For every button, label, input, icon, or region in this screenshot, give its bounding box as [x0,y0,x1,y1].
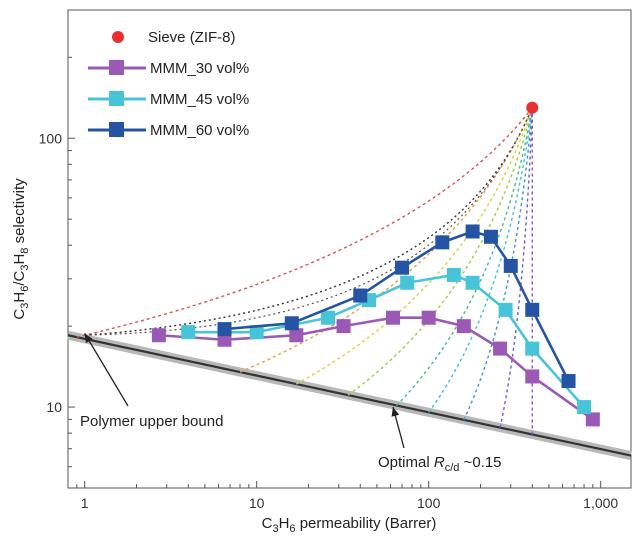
data-point [284,316,299,331]
annotation-upper-bound: Polymer upper bound [80,333,223,430]
data-point [456,319,471,334]
legend-marker-mmm60 [109,122,124,137]
tie-line [499,107,533,428]
data-point [353,288,368,303]
data-point [385,310,400,325]
data-point [493,341,508,356]
annotation-optimal-arrowhead [391,407,400,417]
data-point [249,325,264,340]
x-axis-label: C3H6 permeability (Barrer) [262,515,437,535]
legend-label-mmm45: MMM_45 vol% [150,91,249,108]
data-point [151,328,166,343]
data-point [321,310,336,325]
tie-lines-layer [76,107,533,435]
upper-bound-line [67,334,632,457]
y-tick-label: 10 [46,399,62,415]
x-tick-label: 10 [249,495,265,511]
data-point [561,374,576,389]
x-tick-label: 100 [417,495,441,511]
data-point [395,260,410,275]
plot-frame [67,9,632,489]
axis-layer: 1 10 100 1,000 10 100 [39,9,618,511]
data-point [525,302,540,317]
tie-line [463,107,533,421]
y-axis-label: C3H6/C3H8 selectivity [11,178,31,320]
data-point [217,322,232,337]
data-point [336,319,351,334]
data-point [585,412,600,427]
series-line [224,230,570,382]
legend-label-mmm30: MMM_30 vol% [150,60,249,77]
data-point [498,302,513,317]
data-point [435,235,450,250]
data-point [525,341,540,356]
data-point [421,310,436,325]
data-point [217,332,232,347]
series-layer [151,101,600,427]
data-point [577,400,592,415]
data-point [503,258,518,273]
legend-marker-mmm30 [109,60,124,75]
data-point [400,275,415,290]
tie-line [76,107,533,338]
annotation-upper-bound-arrowhead [84,333,93,344]
data-point [181,325,196,340]
annotation-optimal-text: Optimal Rc/d ~0.15 [378,454,502,474]
y-tick-label: 100 [39,130,63,146]
data-point [446,267,461,282]
data-point [483,229,498,244]
legend: Sieve (ZIF-8) MMM_30 vol% MMM_45 vol% MM… [88,29,249,139]
upper-bound-layer [67,330,632,460]
legend-label-mmm60: MMM_60 vol% [150,122,249,139]
annotation-upper-bound-text: Polymer upper bound [80,413,223,430]
tie-line [428,107,533,413]
data-point [526,101,539,114]
legend-marker-mmm45 [109,91,124,106]
data-point [289,328,304,343]
tie-line [396,107,533,406]
data-point [465,224,480,239]
x-tick-label: 1 [81,495,89,511]
legend-label-sieve: Sieve (ZIF-8) [148,29,236,46]
envelope-line-lower [84,107,533,336]
legend-marker-sieve [112,31,124,43]
annotation-optimal: Optimal Rc/d ~0.15 [378,406,502,474]
data-point [465,275,480,290]
data-point [525,369,540,384]
tie-line [347,107,533,396]
envelope-line-upper [84,107,533,336]
annotation-upper-bound-arrow [84,333,129,407]
x-tick-label: 1,000 [583,495,618,511]
